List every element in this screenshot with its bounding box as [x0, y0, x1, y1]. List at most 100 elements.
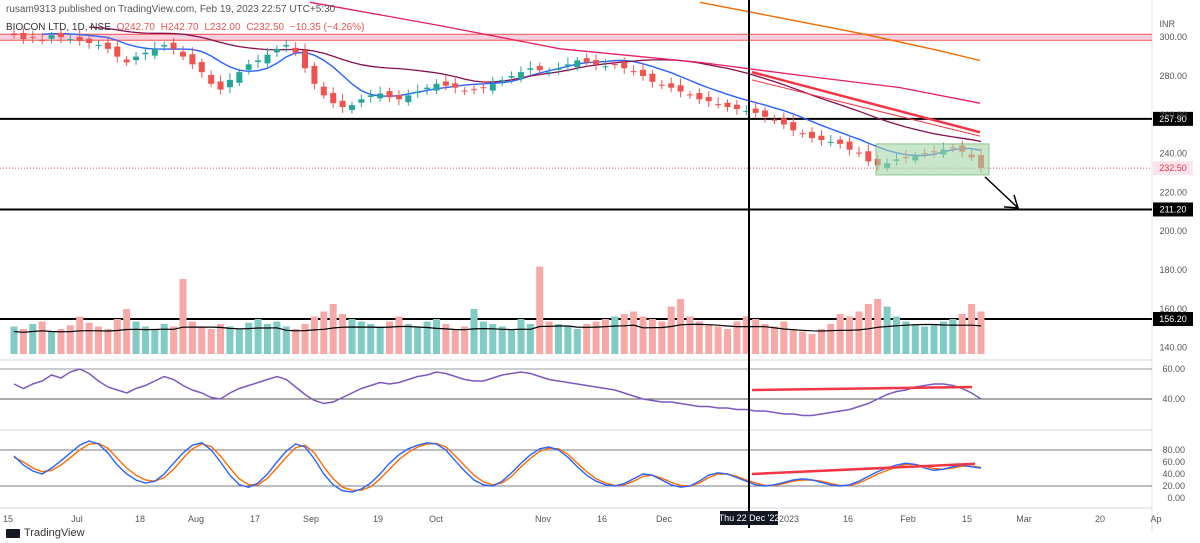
candle-body: [536, 65, 543, 71]
price-tag-label: 257.90: [1159, 114, 1187, 124]
symbol-name: BIOCON LTD, 1D, NSE: [6, 22, 111, 33]
candle-body: [414, 91, 421, 94]
candle-body: [208, 75, 215, 84]
volume-bar: [949, 319, 957, 354]
symbol-line: BIOCON LTD, 1D, NSE O242.70 H242.70 L232…: [6, 22, 367, 33]
candle-body: [198, 62, 205, 73]
candle-body: [818, 135, 825, 141]
candle-body: [179, 51, 186, 57]
candle-body: [743, 110, 750, 112]
volume-bar: [883, 306, 891, 354]
stoch-axis-tick: 60.00: [1162, 457, 1185, 467]
volume-bar: [770, 326, 778, 354]
candle-body: [752, 108, 759, 113]
volume-bar: [733, 321, 741, 354]
tradingview-footer[interactable]: TradingView: [6, 527, 85, 539]
candle-body: [189, 54, 196, 65]
rsi-axis-tick: 40.00: [1162, 394, 1185, 404]
price-axis-tick: 260.00: [1159, 110, 1187, 120]
volume-bar: [836, 314, 844, 354]
volume-bar: [94, 326, 102, 354]
candle-body: [142, 52, 149, 55]
volume-bar: [404, 324, 412, 354]
volume-bar: [846, 316, 854, 354]
volume-bar: [226, 326, 234, 354]
volume-bar: [686, 316, 694, 354]
price-axis-tick: 300.00: [1159, 32, 1187, 42]
volume-bar: [695, 321, 703, 354]
rsi-line: [13, 368, 982, 417]
time-axis-tick: Jul: [71, 514, 83, 524]
volume-bar: [911, 324, 919, 354]
volume-bar: [517, 319, 525, 354]
volume-bar: [123, 309, 131, 354]
candle-body: [846, 141, 853, 150]
candle-body: [762, 110, 769, 117]
candle-body: [11, 33, 17, 36]
volume-bar: [217, 324, 225, 354]
time-axis-tick: Oct: [429, 514, 444, 524]
ma-mid-line: [89, 26, 982, 143]
rsi-axis-tick: 60.00: [1162, 364, 1185, 374]
candle-body: [292, 47, 299, 53]
volume-bar: [470, 309, 478, 354]
crosshair-date-bg: [720, 511, 778, 525]
consolidation-box: [875, 143, 990, 176]
candle-body: [20, 32, 27, 40]
time-axis-tick: 18: [135, 514, 145, 524]
candle-body: [433, 83, 440, 91]
candle-body: [86, 38, 93, 44]
price-axis-tick: 160.00: [1159, 304, 1187, 314]
candle-body: [311, 65, 318, 84]
price-tag-bg: [1153, 312, 1193, 326]
volume-bar: [273, 321, 281, 354]
volume-bar: [442, 324, 450, 354]
volume-bar: [104, 329, 112, 354]
time-axis-tick: 20: [1095, 514, 1105, 524]
volume-bar: [19, 329, 27, 354]
time-axis-tick: 16: [597, 514, 607, 524]
price-trendline-secondary: [751, 79, 981, 137]
price-tag: 232.50: [1153, 161, 1193, 176]
price-trendline: [751, 70, 981, 134]
stoch-divergence-line: [751, 462, 976, 476]
volume-bar: [968, 304, 976, 354]
price-tag-label: 232.50: [1159, 163, 1187, 173]
stoch-axis-tick: 40.00: [1162, 469, 1185, 479]
volume-bar: [564, 326, 572, 354]
volume-bar: [160, 324, 168, 354]
volume-bar: [310, 316, 318, 354]
volume-bar: [170, 326, 178, 354]
candle-body: [377, 93, 384, 99]
candle-body: [161, 44, 168, 47]
volume-bar: [66, 325, 74, 354]
stoch-axis-tick: 80.00: [1162, 445, 1185, 455]
candle-body: [367, 95, 374, 97]
candle-body: [170, 42, 177, 49]
candle-body: [555, 68, 562, 70]
candle-body: [640, 69, 647, 76]
candle-body: [799, 133, 806, 135]
candle-body: [696, 93, 703, 100]
candle-body: [546, 72, 553, 74]
candle-body: [48, 35, 55, 39]
time-axis-tick: 15: [962, 514, 972, 524]
volume-bar: [930, 324, 938, 354]
volume-bar: [479, 321, 487, 354]
time-axis-tick: Aug: [188, 514, 204, 524]
volume-bar: [874, 299, 882, 354]
candle-body: [123, 59, 130, 63]
annotations: [748, 0, 1020, 528]
candle-body: [39, 40, 46, 42]
rsi-indicator: [0, 368, 1152, 417]
candle-body: [621, 62, 628, 69]
candle-body: [330, 93, 337, 104]
ma-longest-line: [699, 1, 981, 62]
volume-bar: [329, 304, 337, 354]
candle-body: [574, 60, 581, 68]
volume-bar: [57, 329, 65, 354]
volume-bar: [855, 311, 863, 354]
volume-bar: [179, 279, 187, 354]
candle-body: [471, 89, 478, 91]
